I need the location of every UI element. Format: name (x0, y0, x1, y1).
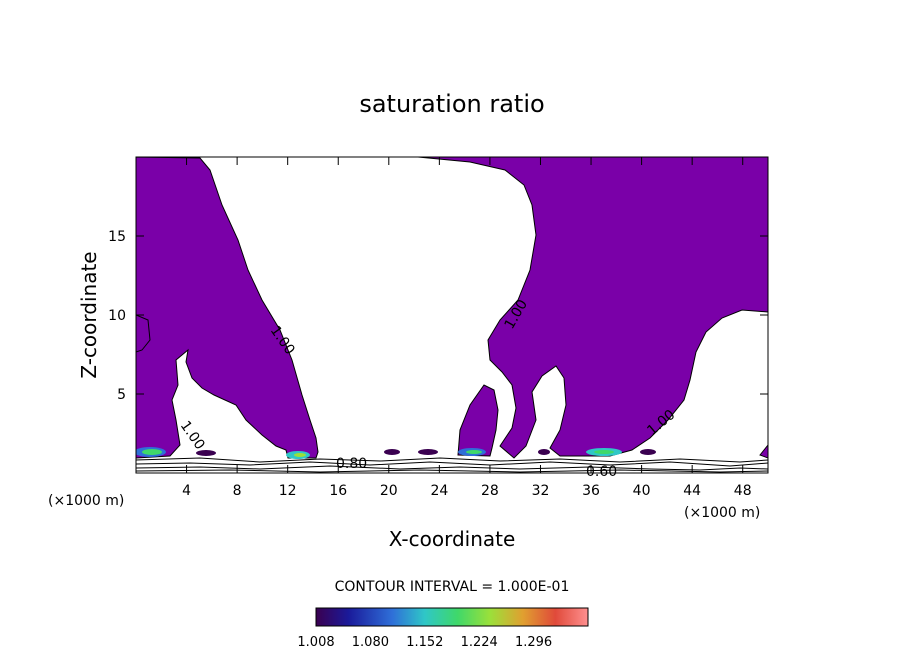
cell (538, 449, 550, 455)
contour-label: 0.60 (586, 464, 617, 480)
cell (142, 449, 162, 455)
colorbar-ticks: 1.008 1.080 1.152 1.224 1.296 (297, 635, 552, 650)
saturated-region-left (136, 157, 319, 459)
contour-line (136, 457, 768, 463)
chart-title: saturation ratio (359, 90, 544, 118)
saturated-region-right (417, 157, 768, 459)
saturated-region-right-edge (759, 444, 768, 459)
x-tick-label: 20 (380, 483, 398, 499)
colorbar-tick-label: 1.152 (406, 635, 443, 650)
y-tick-label: 15 (108, 229, 126, 245)
contour-label: 1.00 (177, 418, 208, 453)
colorbar-tick-label: 1.008 (297, 635, 334, 650)
x-tick-label: 48 (734, 483, 752, 499)
x-tick-label: 28 (481, 483, 499, 499)
cell (594, 450, 614, 454)
cell (294, 453, 306, 457)
y-axis-title: Z-coordinate (77, 251, 101, 378)
contour-line (136, 461, 768, 467)
x-tick-label: 36 (582, 483, 600, 499)
colorbar-tick-label: 1.224 (461, 635, 498, 650)
y-tick-label: 10 (108, 308, 126, 324)
contour-line (136, 469, 768, 473)
x-tick-label: 16 (329, 483, 347, 499)
x-tick-label: 44 (683, 483, 701, 499)
x-tick-label: 40 (633, 483, 651, 499)
x-tick-label: 12 (279, 483, 297, 499)
x-axis: 4 8 12 16 20 24 28 32 36 40 44 48 (182, 157, 752, 499)
x-tick-label: 4 (182, 483, 191, 499)
contour-fill (136, 157, 768, 473)
contour-interval: CONTOUR INTERVAL = 1.000E-01 (335, 579, 570, 595)
cell (466, 450, 482, 454)
x-unit-left: (×1000 m) (48, 493, 124, 509)
x-tick-label: 32 (532, 483, 550, 499)
contour-label: 0.80 (336, 456, 367, 472)
y-axis: 5 10 15 (108, 229, 768, 403)
x-axis-title: X-coordinate (389, 527, 516, 551)
x-unit-right: (×1000 m) (684, 505, 760, 521)
saturated-region-central (457, 384, 499, 457)
saturated-region-left-edge (136, 314, 151, 353)
x-tick-label: 24 (430, 483, 448, 499)
colorbar (315, 607, 589, 627)
colorbar-tick-label: 1.296 (515, 635, 552, 650)
cell (418, 449, 438, 455)
cell (384, 449, 400, 455)
cell (196, 450, 216, 456)
x-tick-label: 8 (233, 483, 242, 499)
y-tick-label: 5 (117, 387, 126, 403)
cell (640, 449, 656, 455)
colorbar-tick-label: 1.080 (352, 635, 389, 650)
contour-line (136, 465, 768, 471)
